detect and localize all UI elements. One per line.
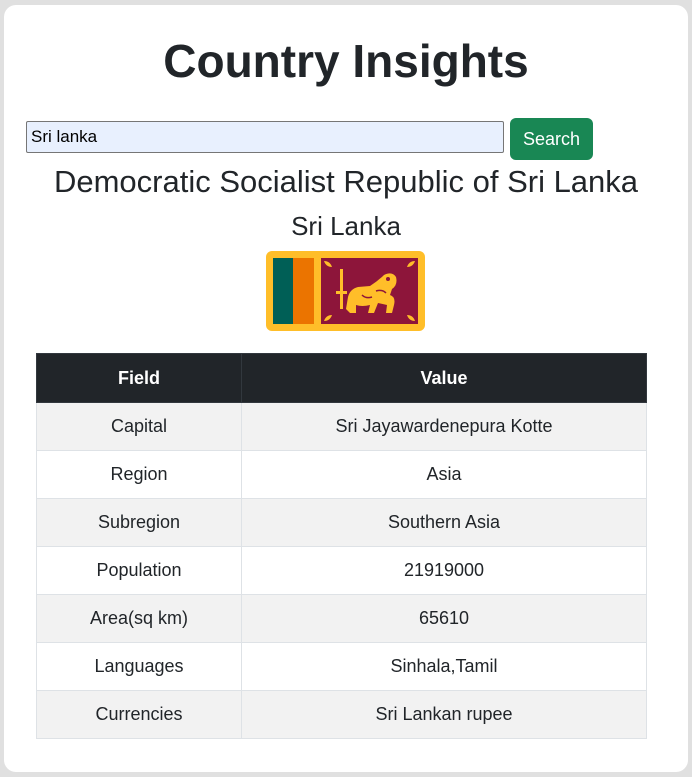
row-value: Asia bbox=[241, 450, 647, 499]
row-value: Sri Jayawardenepura Kotte bbox=[241, 402, 647, 451]
country-data-table: Field Value Capital Sri Jayawardenepura … bbox=[36, 353, 647, 739]
table-row: Region Asia bbox=[36, 450, 647, 499]
country-official-name: Democratic Socialist Republic of Sri Lan… bbox=[53, 164, 639, 199]
table-row: Languages Sinhala,Tamil bbox=[36, 642, 647, 691]
country-common-name: Sri Lanka bbox=[291, 211, 401, 241]
row-field: Languages bbox=[36, 642, 242, 691]
row-value: 65610 bbox=[241, 594, 647, 643]
row-value: Sri Lankan rupee bbox=[241, 690, 647, 739]
row-field: Currencies bbox=[36, 690, 242, 739]
header-value: Value bbox=[241, 353, 647, 403]
row-field: Capital bbox=[36, 402, 242, 451]
search-button[interactable]: Search bbox=[510, 118, 593, 160]
row-field: Population bbox=[36, 546, 242, 595]
table-row: Population 21919000 bbox=[36, 546, 647, 595]
sri-lanka-flag-icon bbox=[266, 251, 425, 331]
page-title: Country Insights bbox=[163, 35, 529, 87]
table-header-row: Field Value bbox=[36, 353, 647, 403]
table-row: Capital Sri Jayawardenepura Kotte bbox=[36, 402, 647, 451]
search-input[interactable] bbox=[26, 121, 504, 153]
row-field: Area(sq km) bbox=[36, 594, 242, 643]
row-value: Sinhala,Tamil bbox=[241, 642, 647, 691]
row-field: Region bbox=[36, 450, 242, 499]
table-row: Subregion Southern Asia bbox=[36, 498, 647, 547]
row-value: 21919000 bbox=[241, 546, 647, 595]
row-value: Southern Asia bbox=[241, 498, 647, 547]
row-field: Subregion bbox=[36, 498, 242, 547]
table-row: Area(sq km) 65610 bbox=[36, 594, 647, 643]
header-field: Field bbox=[36, 353, 242, 403]
table-row: Currencies Sri Lankan rupee bbox=[36, 690, 647, 739]
